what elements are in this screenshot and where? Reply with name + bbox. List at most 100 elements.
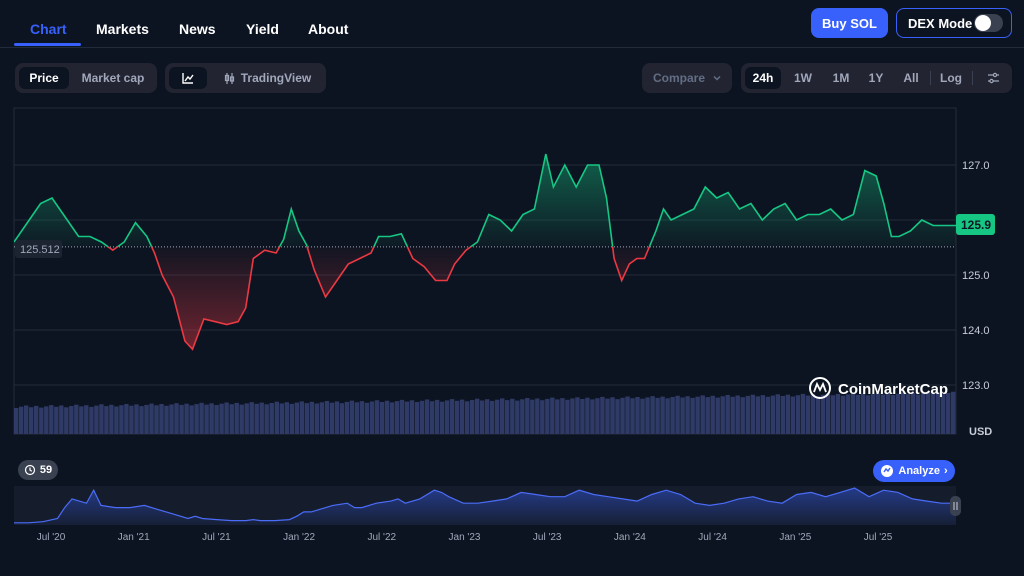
currency-label: USD [969,426,992,438]
tab-markets[interactable]: Markets [96,21,149,37]
dex-mode-toggle[interactable]: DEX Mode [896,8,1012,38]
volume-bar [690,397,695,434]
navigator-tick-label: Jul '21 [202,532,231,543]
navigator-x-axis: Jul '20 Jan '21 Jul '21 Jan '22 Jul '22 Jan '… [37,532,893,543]
volume-bar [409,400,415,434]
navigator-handle[interactable] [950,496,961,516]
volume-bar [655,397,660,434]
volume-bar [299,401,305,434]
volume-bar [610,397,615,434]
history-badge[interactable]: 59 [18,460,58,480]
volume-bar [94,405,99,434]
volume-bar [19,406,24,434]
price-area-above [14,154,956,247]
volume-bar [930,393,936,434]
volume-bar [249,402,254,434]
volume-bar [515,400,520,434]
y-tick-label: 124.0 [962,325,990,337]
volume-bar [284,402,290,434]
volume-bar [344,401,350,434]
volume-bar [585,397,590,434]
volume-bar [144,404,149,434]
tab-chart[interactable]: Chart [30,21,67,37]
volume-bar [189,405,194,434]
price-line-below [106,246,651,351]
volume-bar [936,392,941,434]
volume-bar [294,402,300,434]
watermark-text: CoinMarketCap [838,381,948,398]
compare-dropdown[interactable]: Compare [642,63,732,93]
volume-bar [354,402,360,434]
volume-bar [304,403,310,434]
volume-bar [880,394,886,434]
volume-bar [500,398,505,434]
volume-bar [780,396,786,434]
volume-bar [660,396,665,434]
volume-bar [855,394,861,434]
volume-bar [525,398,530,434]
navigator-tick-label: Jul '24 [698,532,727,543]
volume-bar [369,401,375,434]
volume-bar [485,399,490,434]
volume-bar [389,402,395,434]
tab-yield[interactable]: Yield [246,21,279,37]
volume-bar [665,398,670,434]
volume-bar [900,392,906,434]
volume-bar [470,400,475,434]
navigator-tick-label: Jan '23 [449,532,481,543]
range-navigator[interactable]: Jul '20 Jan '21 Jul '21 Jan '22 Jul '22 Jan '… [0,476,1024,576]
volume-bar [760,395,766,434]
volume-bar [29,407,34,434]
volume-bar [319,402,325,434]
volume-bar [835,394,841,434]
volume-bar [359,401,365,434]
tab-about[interactable]: About [308,21,349,37]
log-scale-button[interactable]: Log [940,71,962,85]
volume-bar [279,403,285,434]
volume-bar [595,398,600,434]
range-1m-button[interactable]: 1M [832,71,850,85]
range-1w-button[interactable]: 1W [794,71,812,85]
volume-bar [259,402,264,434]
volume-bar [800,393,806,434]
range-24h-button[interactable]: 24h [745,67,781,89]
volume-bar [224,402,229,434]
chart-settings-button[interactable] [978,67,1008,89]
volume-bar [239,404,244,434]
tradingview-button[interactable]: TradingView [213,67,321,89]
analyze-label: Analyze [898,465,940,477]
volume-bar [755,396,761,434]
volume-bar [710,395,715,434]
volume-bar [885,393,891,434]
analyze-button[interactable]: Analyze › [873,460,955,482]
volume-bar [625,396,630,434]
price-button[interactable]: Price [19,67,69,89]
y-tick-label: 127.0 [962,160,990,172]
dex-toggle-switch[interactable] [974,14,1003,32]
volume-bar [685,396,690,434]
volume-bar [129,405,134,434]
volume-bar [540,400,545,434]
volume-bar [905,394,911,434]
tab-news[interactable]: News [179,21,216,37]
range-all-button[interactable]: All [903,71,919,85]
navigator-tick-label: Jul '22 [368,532,397,543]
volume-bar [54,406,59,434]
range-1y-button[interactable]: 1Y [868,71,884,85]
volume-bar [465,401,470,434]
volume-bar [39,407,44,434]
volume-bar [274,401,280,434]
dex-mode-label: DEX Mode [908,15,973,31]
volume-bar [379,402,385,434]
volume-bar [84,405,89,434]
buy-sol-button[interactable]: Buy SOL [811,8,888,38]
chevron-down-icon [713,75,721,81]
line-chart-button[interactable] [169,67,207,89]
volume-bar [434,399,440,434]
market-cap-button[interactable]: Market cap [81,71,145,85]
volume-bar [404,401,410,434]
volume-bar [705,397,710,434]
range-divider [930,71,931,85]
volume-bar [89,406,94,434]
